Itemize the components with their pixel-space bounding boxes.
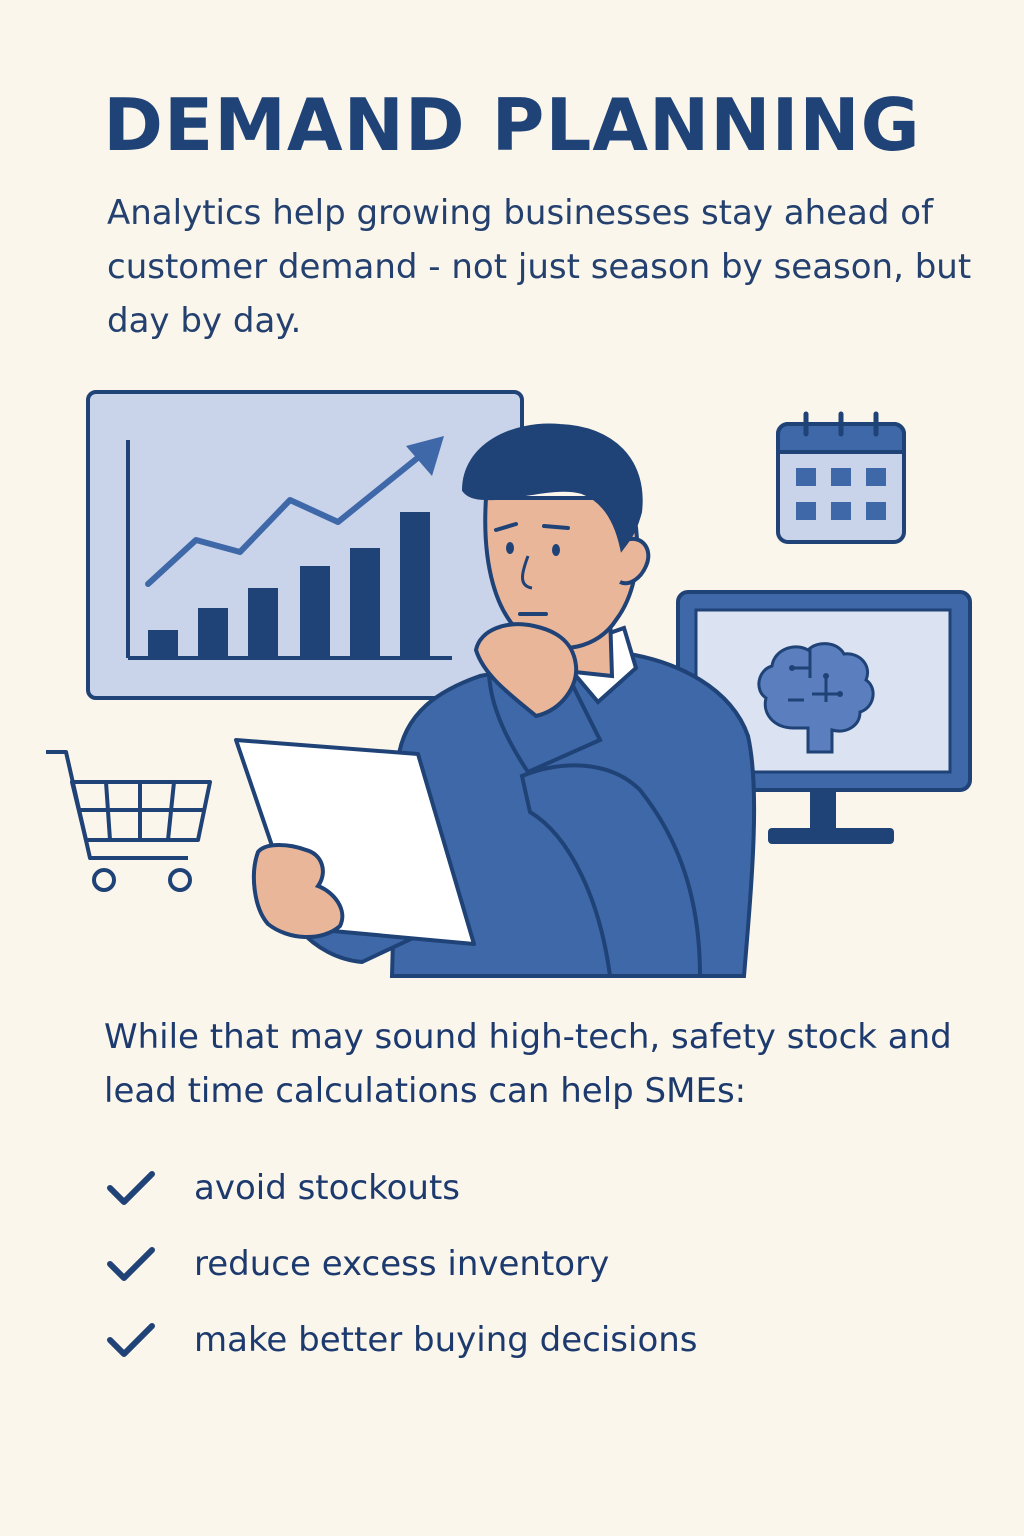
lead-text: While that may sound high-tech, safety s… [104, 1017, 952, 1111]
list-item-text: make better buying decisions [194, 1320, 698, 1360]
trend-arrow-icon [145, 436, 444, 587]
check-icon [107, 1247, 155, 1281]
page-title: DEMAND PLANNING [103, 83, 921, 167]
list-item: reduce excess inventory [104, 1226, 964, 1302]
illustration [46, 390, 972, 978]
check-icon [107, 1171, 155, 1205]
bar-chart-icon [86, 390, 524, 700]
benefit-list: avoid stockouts reduce excess inventory … [104, 1150, 964, 1378]
list-item-text: avoid stockouts [194, 1168, 461, 1208]
calendar-icon [776, 411, 906, 544]
shopping-cart-icon [46, 750, 212, 892]
paper-sheet [234, 738, 476, 946]
check-icon [107, 1323, 155, 1357]
intro-text: Analytics help growing businesses stay a… [107, 193, 972, 341]
list-item: make better buying decisions [104, 1302, 964, 1378]
brain-monitor-icon [676, 590, 972, 844]
list-item-text: reduce excess inventory [194, 1244, 610, 1284]
list-item: avoid stockouts [104, 1150, 964, 1226]
